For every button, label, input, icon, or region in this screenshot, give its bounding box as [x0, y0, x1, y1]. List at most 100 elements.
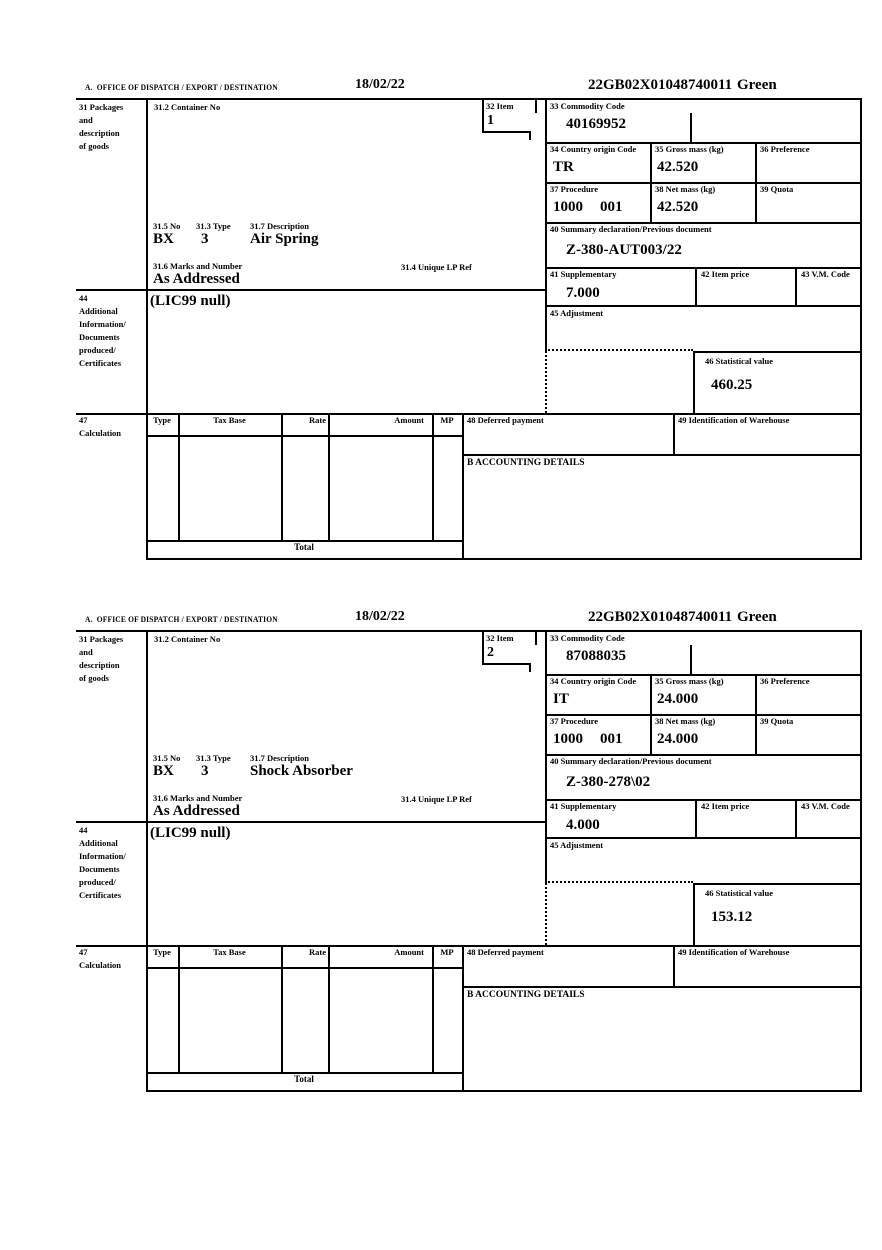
declaration-item-section: A. OFFICE OF DISPATCH / EXPORT / DESTINA…	[76, 596, 862, 1093]
item-price-label: 42 Item price	[701, 801, 750, 811]
box44-label: 44	[79, 825, 88, 835]
dotted-line	[545, 349, 693, 351]
box47-label: 47	[79, 415, 88, 425]
grid-line	[76, 98, 862, 100]
gross-mass-label: 35 Gross mass (kg)	[655, 144, 724, 154]
grid-line	[281, 413, 283, 540]
box47-label: Calculation	[79, 960, 122, 970]
grid-line	[146, 1090, 862, 1092]
grid-line	[462, 986, 862, 988]
box44-label: Documents	[79, 864, 120, 874]
grid-line	[545, 714, 862, 716]
country-origin-value: TR	[553, 159, 574, 175]
procedure-extra-value: 001	[600, 731, 623, 747]
office-of-dispatch-label: A. OFFICE OF DISPATCH / EXPORT / DESTINA…	[85, 614, 278, 624]
grid-line	[860, 630, 862, 1092]
description-label: 31.7 Description	[250, 221, 310, 231]
dotted-line	[545, 351, 547, 413]
grid-line	[432, 413, 434, 540]
supplementary-label: 41 Supplementary	[550, 801, 617, 811]
box47-label: Calculation	[79, 428, 122, 438]
grid-line	[695, 799, 697, 837]
grid-line	[545, 754, 862, 756]
calc-col-mp: MP	[440, 947, 454, 957]
statistical-value-label: 46 Statistical value	[705, 888, 773, 898]
calc-total-label: Total	[294, 542, 314, 552]
box44-label: Certificates	[79, 358, 122, 368]
container-no-label: 31.2 Container No	[154, 634, 221, 644]
grid-line	[695, 267, 697, 305]
grid-line	[482, 131, 531, 133]
grid-line	[693, 883, 695, 945]
country-origin-label: 34 Country origin Code	[550, 676, 637, 686]
package-no-label: 31.5 No	[153, 221, 181, 231]
previous-document-label: 40 Summary declaration/Previous document	[550, 224, 712, 234]
grid-line	[146, 967, 464, 969]
box31-label: description	[79, 128, 120, 138]
previous-document-value: Z-380-278\02	[566, 774, 651, 790]
marks-label: 31.6 Marks and Number	[153, 261, 243, 271]
dotted-line	[545, 883, 547, 945]
calc-total-label: Total	[294, 1074, 314, 1084]
declaration-item-section: A. OFFICE OF DISPATCH / EXPORT / DESTINA…	[76, 64, 862, 561]
box44-label: Information/	[79, 319, 126, 329]
commodity-code-value: 40169952	[566, 116, 626, 132]
grid-line	[545, 837, 862, 839]
declaration-reference: 22GB02X01048740011	[588, 609, 733, 625]
box31-label: of goods	[79, 141, 109, 151]
box44-label: Documents	[79, 332, 120, 342]
supplementary-label: 41 Supplementary	[550, 269, 617, 279]
box31-label: description	[79, 660, 120, 670]
statistical-value-label: 46 Statistical value	[705, 356, 773, 366]
previous-document-value: Z-380-AUT003/22	[566, 242, 682, 258]
grid-line	[146, 540, 464, 542]
box44-label: Certificates	[79, 890, 122, 900]
grid-line	[482, 98, 484, 133]
warehouse-id-label: 49 Identification of Warehouse	[678, 947, 790, 957]
declaration-date: 18/02/22	[355, 609, 405, 624]
package-type-value: 3	[201, 763, 209, 779]
procedure-extra-value: 001	[600, 199, 623, 215]
grid-line	[545, 267, 862, 269]
marks-label: 31.6 Marks and Number	[153, 793, 243, 803]
grid-line	[146, 1072, 464, 1074]
grid-line	[545, 182, 862, 184]
grid-line	[178, 413, 180, 540]
additional-info-value: (LIC99 null)	[150, 293, 231, 309]
statistical-value: 460.25	[711, 377, 753, 393]
box47-label: 47	[79, 947, 88, 957]
adjustment-label: 45 Adjustment	[550, 840, 604, 850]
grid-line	[76, 945, 862, 947]
grid-line	[650, 674, 652, 754]
grid-line	[545, 799, 862, 801]
package-no-value: BX	[153, 763, 174, 779]
net-mass-value: 42.520	[657, 199, 699, 215]
package-no-value: BX	[153, 231, 174, 247]
quota-label: 39 Quota	[760, 716, 794, 726]
grid-line	[545, 142, 862, 144]
grid-line	[146, 435, 464, 437]
grid-line	[328, 945, 330, 1072]
country-origin-label: 34 Country origin Code	[550, 144, 637, 154]
unique-lp-ref-label: 31.4 Unique LP Ref	[401, 794, 472, 804]
grid-line	[545, 222, 862, 224]
calc-col-type: Type	[153, 947, 171, 957]
calc-col-tax-base: Tax Base	[213, 947, 246, 957]
grid-line	[529, 663, 531, 672]
grid-line	[76, 821, 547, 823]
calc-col-amount: Amount	[394, 415, 424, 425]
box44-label: Information/	[79, 851, 126, 861]
gross-mass-label: 35 Gross mass (kg)	[655, 676, 724, 686]
grid-line	[693, 883, 862, 885]
net-mass-label: 38 Net mass (kg)	[655, 716, 716, 726]
box44-label: produced/	[79, 877, 116, 887]
vm-code-label: 43 V.M. Code	[801, 269, 850, 279]
routing-status: Green	[737, 77, 777, 93]
form-grid: 31 Packages and description of goods 44 …	[76, 98, 862, 560]
package-type-value: 3	[201, 231, 209, 247]
adjustment-label: 45 Adjustment	[550, 308, 604, 318]
grid-line	[545, 305, 862, 307]
grid-line	[690, 645, 692, 674]
previous-document-label: 40 Summary declaration/Previous document	[550, 756, 712, 766]
